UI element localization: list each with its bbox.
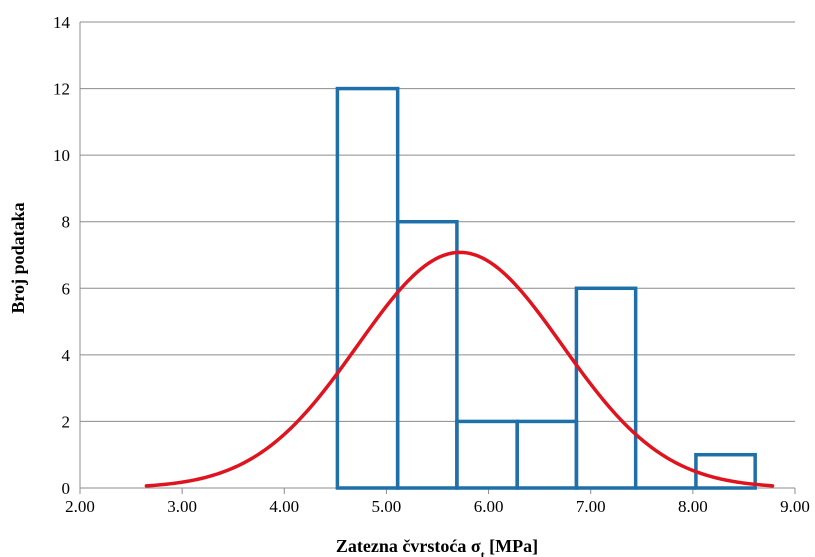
y-tick-label: 6 bbox=[62, 279, 71, 298]
y-tick-label: 14 bbox=[53, 13, 71, 32]
x-axis-title-unit: [MPa] bbox=[485, 536, 538, 556]
gridlines bbox=[80, 21, 795, 422]
x-tick-label: 6.00 bbox=[474, 497, 504, 516]
histogram-bar bbox=[515, 419, 579, 490]
x-tick-label: 5.00 bbox=[372, 497, 402, 516]
y-tick-label: 10 bbox=[53, 146, 70, 165]
x-axis-title: Zatezna čvrstoća σt [MPa] bbox=[336, 536, 538, 557]
y-tick-label: 0 bbox=[62, 479, 71, 498]
y-tick-label: 8 bbox=[62, 213, 71, 232]
y-tick-label: 12 bbox=[53, 80, 70, 99]
y-tick-labels: 0 2 4 6 8 10 12 14 bbox=[53, 13, 71, 498]
normal-curve bbox=[144, 250, 775, 488]
x-axis-title-main: Zatezna čvrstoća σ bbox=[336, 536, 481, 556]
x-tick-label: 2.00 bbox=[65, 497, 95, 516]
x-tick-label: 3.00 bbox=[167, 497, 197, 516]
y-tick-label: 4 bbox=[62, 346, 71, 365]
x-axis-title-subscript: t bbox=[481, 548, 485, 557]
histogram-bar bbox=[574, 286, 638, 490]
x-tick-labels: 2.00 3.00 4.00 5.00 6.00 7.00 8.00 9.00 bbox=[65, 497, 810, 516]
histogram-bar bbox=[395, 219, 459, 490]
normal-distribution-curve bbox=[144, 250, 775, 488]
histogram-bars bbox=[335, 86, 757, 490]
y-tick-label: 2 bbox=[62, 412, 71, 431]
histogram-bar bbox=[455, 419, 519, 490]
x-tick-label: 7.00 bbox=[576, 497, 606, 516]
x-tick-label: 4.00 bbox=[269, 497, 299, 516]
x-tick-label: 9.00 bbox=[780, 497, 810, 516]
x-tick-label: 8.00 bbox=[678, 497, 708, 516]
y-axis-title: Broj podataka bbox=[8, 202, 28, 313]
